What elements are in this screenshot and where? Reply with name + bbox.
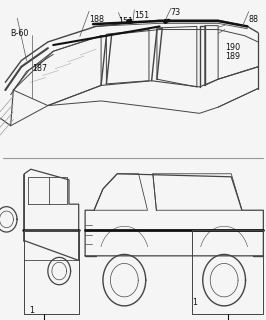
Text: 188: 188 (89, 15, 104, 24)
Text: 187: 187 (32, 64, 47, 73)
Text: 1: 1 (192, 298, 197, 307)
Text: 73: 73 (170, 8, 180, 17)
Text: 151: 151 (134, 12, 149, 20)
Text: 151: 151 (118, 17, 134, 26)
Text: 189: 189 (225, 52, 240, 61)
Text: 190: 190 (225, 44, 240, 52)
Text: 88: 88 (249, 15, 259, 24)
Text: 1: 1 (30, 306, 34, 315)
Text: B-60: B-60 (11, 29, 29, 38)
